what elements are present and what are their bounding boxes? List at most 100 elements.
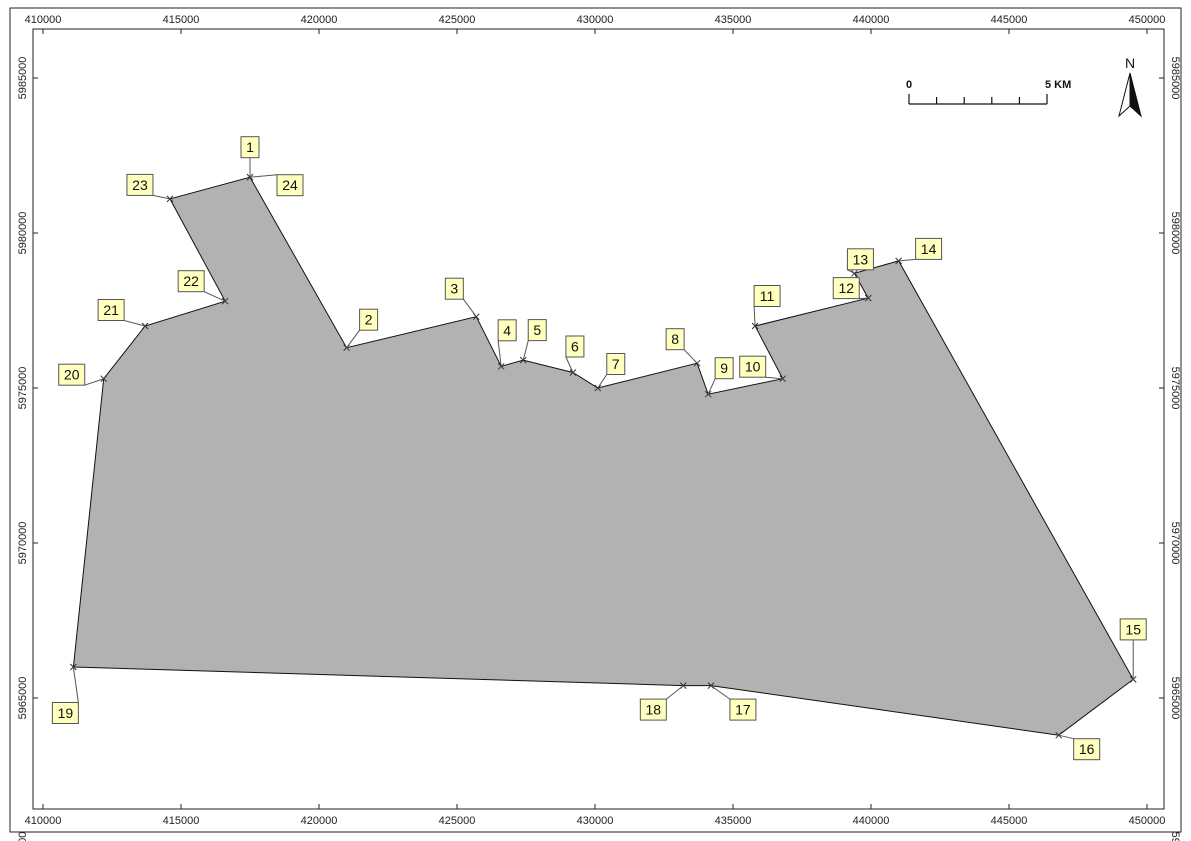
callout-leader	[859, 297, 869, 300]
callout-box	[240, 136, 260, 159]
callout-box	[832, 277, 860, 300]
callout-box	[497, 319, 517, 342]
callout-box	[359, 308, 379, 331]
callout-6: 6	[565, 335, 585, 373]
callout-leader	[565, 356, 574, 373]
callout-box	[846, 248, 874, 271]
callout-box	[665, 328, 685, 351]
callout-label: 19	[58, 705, 74, 721]
y-tick-label-left: 5985000	[17, 57, 29, 100]
x-tick-label-top: 435000	[715, 14, 752, 26]
callout-label: 11	[760, 288, 775, 304]
callout-leader	[765, 376, 783, 380]
north-arrow-right-half	[1129, 72, 1142, 118]
callout-box	[126, 173, 154, 196]
callout-label: 10	[745, 359, 761, 375]
callout-leader	[710, 685, 731, 700]
x-tick-label-top: 445000	[991, 14, 1028, 26]
callout-leader	[346, 329, 361, 348]
callout-label: 22	[183, 273, 199, 289]
callout-leader	[123, 320, 146, 327]
callout-label: 4	[503, 322, 511, 338]
callout-box	[753, 285, 781, 307]
north-arrow: N	[1118, 55, 1142, 118]
callout-label: 24	[282, 177, 298, 193]
x-tick-label-top: 410000	[25, 14, 62, 26]
x-tick-label-top: 420000	[301, 14, 338, 26]
callout-box	[915, 237, 943, 260]
callout-box	[276, 174, 304, 197]
scale-bar: 0 5 KM	[906, 79, 1071, 105]
study-area-layer	[72, 176, 1134, 736]
callout-16: 16	[1058, 734, 1101, 761]
callout-10: 10	[739, 355, 783, 380]
x-tick-label-bottom: 435000	[715, 815, 752, 827]
x-tick-label-bottom: 410000	[25, 815, 62, 827]
x-tick-label-bottom: 430000	[577, 815, 614, 827]
callout-19: 19	[51, 666, 79, 724]
callout-17: 17	[710, 685, 757, 721]
callout-box	[606, 353, 626, 375]
scale-start-label: 0	[906, 79, 912, 91]
callout-box	[565, 335, 585, 358]
callout-leader	[249, 174, 278, 178]
callout-box	[1073, 738, 1101, 761]
callout-box	[527, 319, 547, 342]
y-tick-label-left: 5975000	[17, 367, 29, 410]
callout-label: 6	[571, 339, 579, 355]
callout-23: 23	[126, 173, 171, 200]
callout-leader	[683, 349, 698, 364]
callout-leader	[522, 340, 529, 361]
callout-box	[58, 363, 86, 386]
callout-20: 20	[58, 363, 104, 386]
callout-label: 5	[533, 322, 541, 338]
callout-label: 7	[612, 356, 620, 372]
y-tick-label-left: 5965000	[17, 677, 29, 720]
callout-leader	[847, 269, 855, 274]
callout-3: 3	[444, 277, 477, 317]
callout-label: 17	[735, 702, 751, 718]
y-tick-label-right: 5965000	[1169, 677, 1181, 720]
callout-leader	[1058, 734, 1074, 740]
x-tick-label-bottom: 440000	[853, 815, 890, 827]
callout-9: 9	[707, 357, 734, 395]
scale-end-label: 5 KM	[1045, 79, 1071, 91]
x-tick-label-bottom: 445000	[991, 815, 1028, 827]
grid-ticks: 410000 410000 415000 415000 420000 420000 4 2 5 0…	[17, 14, 1181, 841]
callout-11: 11	[753, 285, 781, 327]
callout-leader	[203, 291, 226, 302]
callout-5: 5	[522, 319, 547, 361]
callout-label: 1	[246, 139, 254, 155]
callout-leader	[462, 298, 477, 317]
y-tick-label-right: 5960000	[1169, 832, 1181, 841]
y-tick-label-right: 5985000	[1169, 57, 1181, 100]
callout-box	[639, 698, 667, 721]
callout-leader	[753, 306, 756, 327]
callout-7: 7	[597, 353, 626, 389]
callout-8: 8	[665, 328, 698, 364]
callout-label: 20	[64, 367, 80, 383]
callout-21: 21	[97, 299, 146, 327]
y-tick-label-left: 5970000	[17, 522, 29, 565]
callout-leader	[72, 666, 79, 703]
callout-label: 9	[720, 360, 728, 376]
callout-label: 16	[1079, 741, 1095, 757]
callout-label: 2	[365, 312, 373, 328]
callout-label: 21	[103, 302, 119, 318]
y-tick-label-left: 5980000	[17, 212, 29, 255]
callout-box	[97, 299, 125, 321]
callout-13: 13	[846, 248, 874, 274]
callout-leader	[84, 378, 104, 386]
x-tick-label-top: 415000	[163, 14, 200, 26]
callout-14: 14	[898, 237, 943, 262]
y-tick-label-left: 5960000	[17, 832, 29, 841]
callout-box	[51, 702, 79, 724]
north-label: N	[1125, 55, 1135, 71]
y-tick-label-right: 5980000	[1169, 212, 1181, 255]
x-tick-label-bottom: 415000	[163, 815, 200, 827]
callout-24: 24	[249, 174, 304, 197]
callout-box	[729, 698, 757, 721]
x-tick-label-bottom: 420000	[301, 815, 338, 827]
